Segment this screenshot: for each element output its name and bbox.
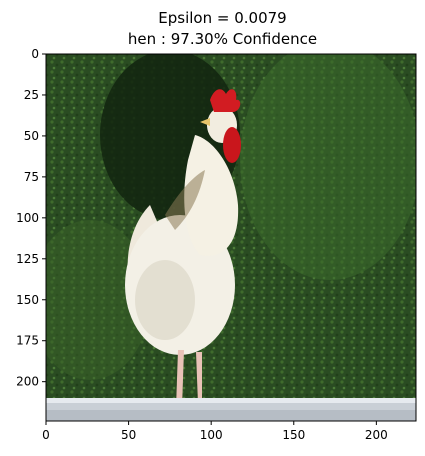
- y-tick-label: 0: [31, 47, 39, 61]
- y-tick-label: 175: [16, 334, 39, 348]
- x-tick-label: 100: [200, 428, 223, 442]
- y-tick-label: 50: [24, 129, 39, 143]
- x-tick-label: 150: [282, 428, 305, 442]
- x-tick-label: 50: [121, 428, 136, 442]
- y-tick-label: 150: [16, 293, 39, 307]
- y-axis-ticks: 0 25 50 75 100 125 150 175 200: [16, 47, 46, 389]
- x-axis-ticks: 0 50 100 150 200: [42, 421, 388, 442]
- photo: [30, 40, 420, 421]
- rooster-wattle: [223, 127, 241, 163]
- y-tick-label: 75: [24, 170, 39, 184]
- y-tick-label: 200: [16, 375, 39, 389]
- y-tick-label: 100: [16, 211, 39, 225]
- x-tick-label: 0: [42, 428, 50, 442]
- y-tick-label: 25: [24, 88, 39, 102]
- x-tick-label: 200: [365, 428, 388, 442]
- rooster-comb: [210, 89, 240, 112]
- y-tick-label: 125: [16, 252, 39, 266]
